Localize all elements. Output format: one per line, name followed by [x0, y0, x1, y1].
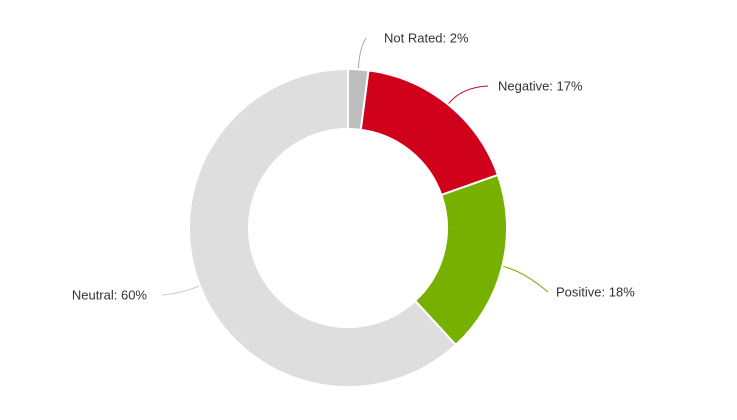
slice-neutral[interactable] — [188, 67, 458, 388]
leader-line-not-rated — [357, 37, 367, 69]
slice-negative[interactable] — [359, 69, 500, 197]
slice-labels: Not Rated: 2% Negative: 17% Positive: 18% N… — [72, 31, 635, 303]
leader-line-neutral — [161, 285, 200, 296]
leader-line-negative — [448, 85, 489, 104]
label-neutral: Neutral: 60% — [72, 288, 148, 303]
leader-lines — [161, 37, 549, 296]
label-positive: Positive: 18% — [556, 285, 635, 300]
leader-line-positive — [503, 265, 549, 293]
label-not-rated: Not Rated: 2% — [384, 31, 469, 46]
donut-slices — [188, 67, 508, 388]
label-negative: Negative: 17% — [498, 79, 583, 94]
